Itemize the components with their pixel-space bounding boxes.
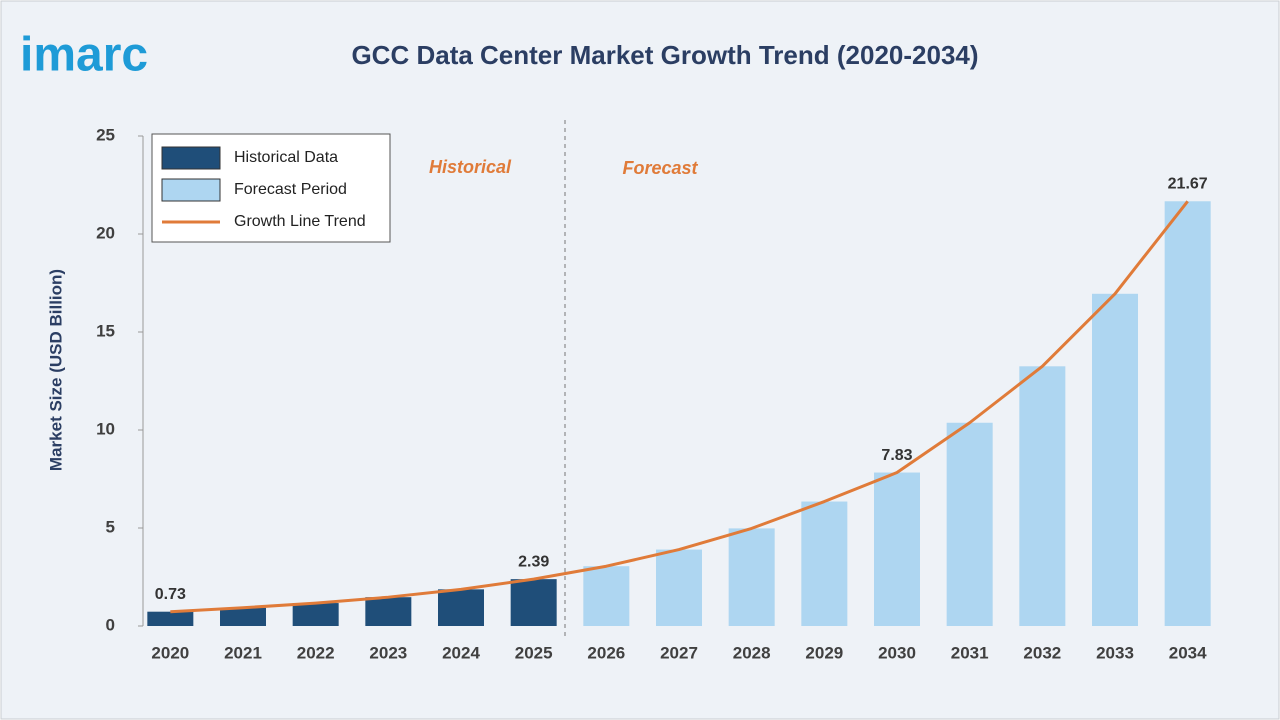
x-tick-label: 2022 xyxy=(297,643,335,662)
bar xyxy=(292,603,339,626)
annotation: Historical xyxy=(429,157,512,177)
x-tick-label: 2032 xyxy=(1023,643,1061,662)
x-tick-label: 2028 xyxy=(733,643,771,662)
y-tick-label: 25 xyxy=(96,125,115,144)
x-tick-label: 2033 xyxy=(1096,643,1134,662)
y-tick-label: 15 xyxy=(96,321,115,340)
bar xyxy=(583,566,630,626)
bar xyxy=(801,501,848,626)
bar xyxy=(1092,293,1138,626)
x-tick-label: 2031 xyxy=(951,643,989,662)
data-label: 7.83 xyxy=(881,447,912,464)
x-tick-label: 2020 xyxy=(151,643,189,662)
y-tick-label: 20 xyxy=(96,223,115,242)
bar xyxy=(874,472,920,626)
bar xyxy=(1164,201,1211,626)
y-tick-label: 5 xyxy=(106,517,115,536)
legend-label: Historical Data xyxy=(234,149,338,166)
x-tick-label: 2030 xyxy=(878,643,916,662)
bar xyxy=(147,611,194,626)
trend-line xyxy=(170,200,1189,614)
data-label: 2.39 xyxy=(518,553,549,570)
bar xyxy=(510,579,557,626)
y-tick-label: 0 xyxy=(106,615,115,634)
x-tick-label: 2024 xyxy=(442,643,480,662)
chart-title: GCC Data Center Market Growth Trend (202… xyxy=(351,40,978,70)
x-tick-label: 2021 xyxy=(224,643,262,662)
x-tick-label: 2026 xyxy=(587,643,625,662)
bar xyxy=(656,549,702,626)
legend-swatch xyxy=(161,146,221,170)
x-tick-label: 2025 xyxy=(515,643,553,662)
annotation: Forecast xyxy=(622,158,698,178)
legend-label: Forecast Period xyxy=(234,181,347,198)
bar xyxy=(946,422,993,626)
x-tick-label: 2027 xyxy=(660,643,698,662)
y-tick-label: 10 xyxy=(96,419,115,438)
x-tick-label: 2023 xyxy=(369,643,407,662)
logo: imarc xyxy=(20,29,148,82)
bar xyxy=(1019,366,1066,626)
data-label: 0.73 xyxy=(155,586,186,603)
legend-label: Growth Line Trend xyxy=(234,213,366,230)
bar xyxy=(728,528,775,626)
bar xyxy=(438,589,484,626)
legend-swatch xyxy=(161,178,221,202)
y-axis-label: Market Size (USD Billion) xyxy=(46,269,65,471)
x-tick-label: 2029 xyxy=(805,643,843,662)
bar xyxy=(365,597,412,626)
x-tick-label: 2034 xyxy=(1169,643,1207,662)
data-label: 21.67 xyxy=(1168,175,1208,192)
bar xyxy=(220,607,266,626)
